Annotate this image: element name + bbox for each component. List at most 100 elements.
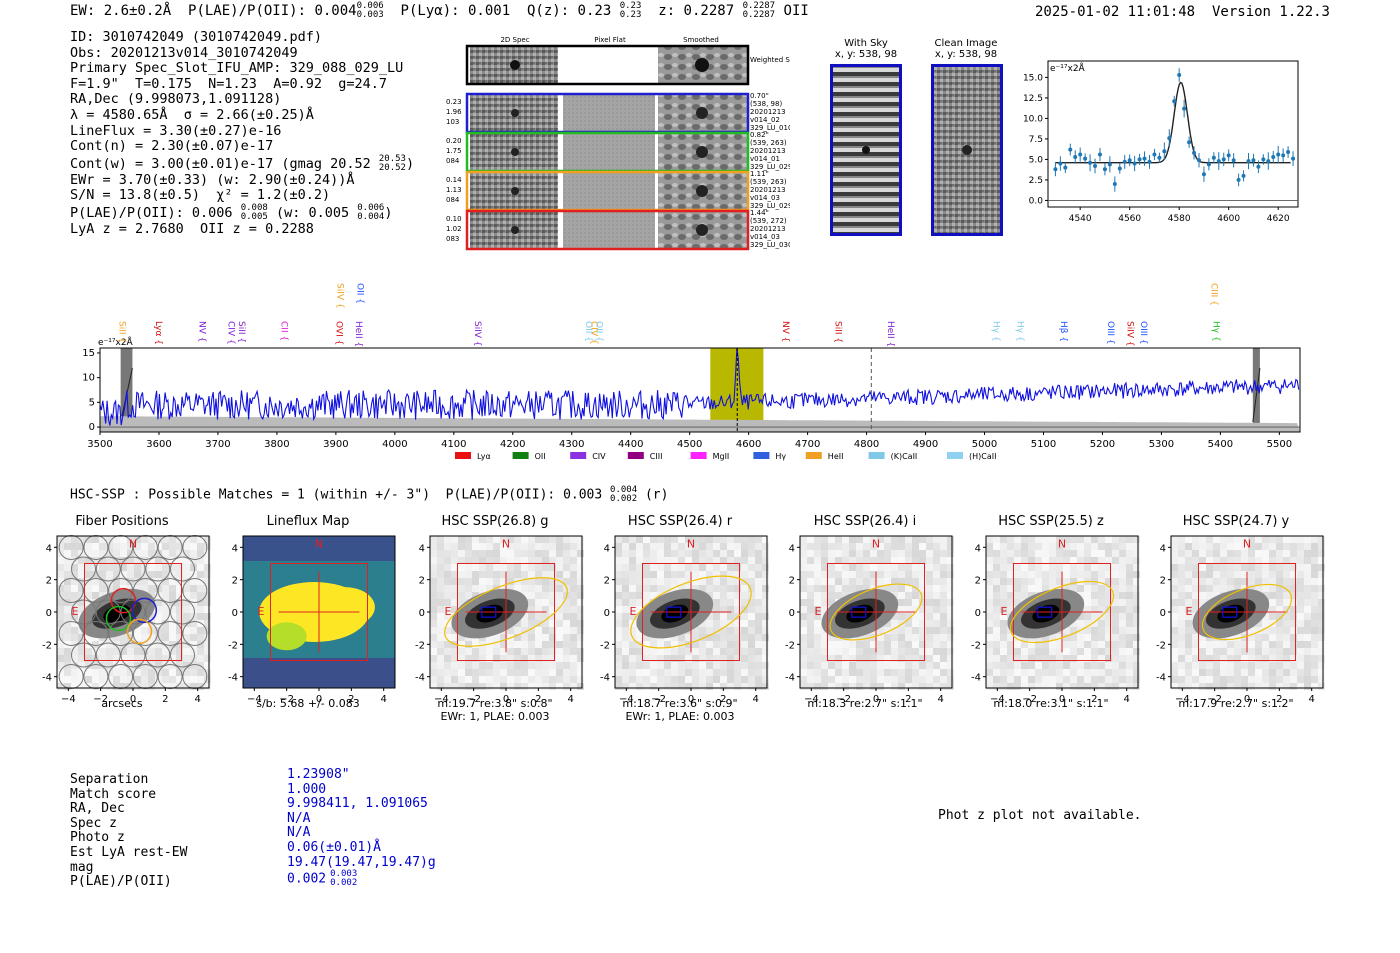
line-marker-label: Hγ { bbox=[990, 321, 1000, 342]
fit-point bbox=[1231, 158, 1236, 163]
cut-ytick-label: 4 bbox=[46, 543, 52, 554]
line-marker-label: OII { bbox=[594, 321, 604, 342]
spec-xtick-label: 4400 bbox=[618, 439, 643, 450]
clean-image bbox=[931, 64, 1003, 236]
fiber-frame-4 bbox=[465, 209, 750, 251]
spec-xtick-label: 5300 bbox=[1149, 439, 1174, 450]
source-box bbox=[851, 606, 867, 618]
aperture-ellipse bbox=[829, 583, 923, 641]
fit-point bbox=[1137, 157, 1142, 162]
hsc-header: HSC-SSP : Possible Matches = 1 (within +… bbox=[70, 485, 669, 504]
clean-image-title: Clean Image x, y: 538, 98 bbox=[934, 38, 998, 60]
fiber-circle bbox=[182, 534, 208, 560]
spec-xtick-label: 4100 bbox=[441, 439, 466, 450]
galaxy-core bbox=[476, 604, 504, 623]
spec-xtick-label: 4500 bbox=[677, 439, 702, 450]
fiber-circle bbox=[95, 642, 121, 668]
line-marker-label: Hγ { bbox=[1015, 321, 1025, 342]
fiber-circle bbox=[83, 621, 109, 647]
cut-xtick-label: −2 bbox=[651, 694, 666, 705]
cut-xtick-label: −2 bbox=[836, 694, 851, 705]
fit-point bbox=[1246, 159, 1251, 164]
spec-xtick-label: 3700 bbox=[205, 439, 230, 450]
fit-point bbox=[1127, 158, 1132, 163]
match-value: 1.23908" bbox=[287, 767, 350, 782]
spec-ytick-label: 10 bbox=[82, 373, 95, 384]
summary-line: EW: 2.6±0.2Å P(LAE)/P(OII): 0.0040.006 0.… bbox=[70, 2, 809, 20]
cut-xtick-label: 0 bbox=[688, 694, 694, 705]
cutout-caption: m:18.3 re:2.7" s:1.1" bbox=[807, 697, 923, 710]
cutout-title: Lineflux Map bbox=[266, 514, 350, 529]
cut-ytick-label: -2 bbox=[228, 640, 238, 651]
spec-xtick-label: 3600 bbox=[146, 439, 171, 450]
timestamp: 2025-01-02 11:01:48 bbox=[1034, 4, 1196, 20]
cutout-image: N E −4 -4 −2 -2 0 0 2 2 4 4 bbox=[785, 535, 954, 705]
fiber-circle bbox=[83, 577, 109, 603]
cut-xtick-label: −2 bbox=[279, 694, 294, 705]
fit-xtick-label: 4560 bbox=[1118, 214, 1141, 224]
cut-ytick-label: 4 bbox=[789, 543, 795, 554]
fit-point bbox=[1167, 136, 1172, 141]
cut-xtick-label: −2 bbox=[466, 694, 481, 705]
fit-point bbox=[1107, 162, 1112, 167]
match-value: 9.998411, 1.091065 bbox=[287, 796, 428, 812]
fiber-info: 20201213 bbox=[750, 186, 786, 194]
fit-ylabel: e⁻¹⁷x2Å bbox=[1050, 62, 1086, 74]
fiber-value: 1.02 bbox=[446, 225, 462, 233]
cut-ytick-label: 0 bbox=[975, 608, 981, 619]
fit-xtick-label: 4600 bbox=[1217, 214, 1240, 224]
fiber-info: v014_02 bbox=[750, 116, 780, 124]
line-marker-label: NV { bbox=[197, 321, 207, 342]
fit-point bbox=[1093, 163, 1098, 168]
galaxy-core bbox=[846, 604, 874, 623]
line-marker-label: Hγ { bbox=[1210, 321, 1220, 342]
match-label: Est LyA rest-EW bbox=[70, 844, 188, 860]
cut-ytick-label: -2 bbox=[785, 640, 795, 651]
match-value: 0.002 0.003 0.002 bbox=[287, 869, 358, 889]
source-box bbox=[1037, 606, 1053, 618]
cutout-caption: m:17.9 re:2.7" s:1.2" bbox=[1178, 697, 1294, 710]
cut-xtick-label: −4 bbox=[434, 694, 449, 705]
fiber-circle bbox=[169, 642, 195, 668]
fiber-info: 20201213 bbox=[750, 225, 786, 233]
fiber-circle bbox=[182, 621, 208, 647]
info-lambda: λ = 4580.65Å σ = 2.66(±0.25)Å bbox=[70, 106, 314, 123]
highlight-fiber bbox=[131, 597, 158, 624]
fit-point bbox=[1211, 155, 1216, 160]
fit-point bbox=[1226, 153, 1231, 158]
compass-east: E bbox=[445, 605, 452, 618]
cutout-caption: s/b: 5.68 +/- 0.083 bbox=[256, 697, 360, 710]
line-fit-chart: 0.0 2.5 5.0 7.5 10.0 12.5 15.0 4540 4560 4580 4600… bbox=[1023, 60, 1299, 224]
line-marker-label: OII { bbox=[583, 321, 593, 342]
fit-point bbox=[1147, 159, 1152, 164]
spectrum-ylabel: e⁻¹⁷x2Å bbox=[98, 336, 134, 348]
fiber-circle bbox=[108, 534, 134, 560]
galaxy-core bbox=[1032, 604, 1060, 623]
fiber-value: 084 bbox=[446, 196, 460, 204]
match-labels: Separation Match score RA, Dec Spec z Photo … bbox=[70, 772, 188, 890]
cut-ytick-label: 2 bbox=[419, 576, 425, 587]
legend-label: (H)CaII bbox=[969, 452, 996, 461]
line-marker-label: HeII { bbox=[885, 321, 895, 347]
cut-ytick-label: -2 bbox=[1156, 640, 1166, 651]
legend-swatch bbox=[570, 452, 587, 459]
line-marker-label: OIII { bbox=[1105, 321, 1115, 345]
cut-xtick-label: −4 bbox=[804, 694, 819, 705]
aperture-ellipse bbox=[1009, 580, 1115, 644]
cutout-image: N E −4 -4 −2 -2 0 0 2 2 4 4 bbox=[415, 535, 584, 705]
fit-ytick-label: 12.5 bbox=[1023, 94, 1043, 104]
cut-ytick-label: -4 bbox=[1156, 673, 1166, 684]
fit-point bbox=[1132, 161, 1137, 166]
cut-ytick-label: 2 bbox=[46, 576, 52, 587]
fiber-circle bbox=[71, 599, 97, 625]
aperture-ellipse bbox=[630, 575, 752, 649]
line-marker-label: SiII { bbox=[117, 321, 127, 343]
legend-label: Hγ bbox=[775, 452, 786, 461]
fiber-info: 0.70" bbox=[750, 92, 769, 100]
col-title-2d: 2D Spec bbox=[500, 36, 529, 44]
match-values: 1.23908" 1.000 9.998411, 1.091065 N/A N/A 0.0… bbox=[287, 767, 436, 889]
fit-point bbox=[1206, 162, 1211, 167]
match-label: RA, Dec bbox=[70, 801, 125, 817]
cut-xtick-label: 4 bbox=[1123, 694, 1129, 705]
